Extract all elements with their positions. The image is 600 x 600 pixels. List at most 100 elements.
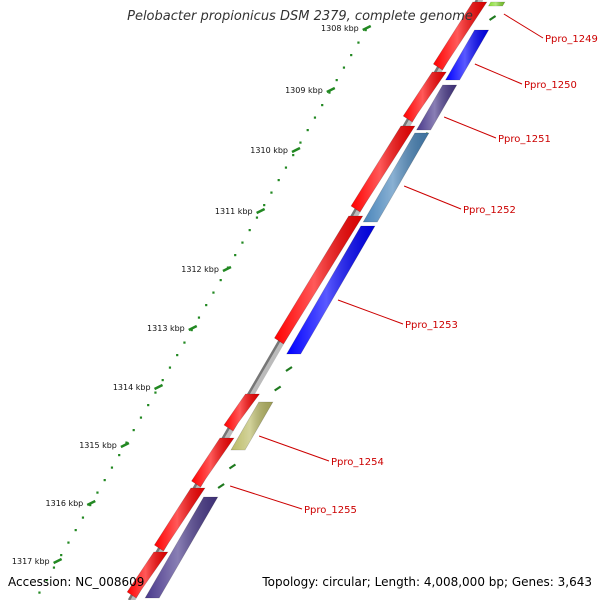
- ruler-dotted-line: [38, 29, 367, 594]
- gene-label: Ppro_1255: [304, 505, 357, 516]
- ruler-dot: [212, 291, 215, 294]
- ruler-dot: [357, 41, 360, 44]
- ruler-dot: [321, 104, 324, 107]
- gene-leader-line: [337, 299, 404, 325]
- gene-track: [144, 1, 506, 599]
- ruler-dot: [342, 66, 346, 69]
- ruler-dot: [263, 204, 266, 207]
- gene-label: Ppro_1252: [463, 205, 516, 216]
- ruler-dot: [292, 154, 295, 157]
- ruler-dot: [270, 191, 273, 194]
- gene-label: Ppro_1254: [331, 457, 384, 468]
- ruler-dot: [38, 591, 41, 594]
- ruler-tick-label: 1316 kbp: [46, 499, 84, 508]
- gene-block-ppro_1253-shine: [286, 226, 375, 354]
- ruler-dot: [110, 466, 114, 469]
- ruler-dot: [364, 29, 367, 32]
- ruler-dot: [190, 329, 193, 332]
- cds-forward-block-shine: [224, 394, 260, 431]
- ruler-dot: [313, 116, 317, 119]
- cds-forward-block-shine: [351, 126, 415, 212]
- gene-block-ppro_1251-shine: [416, 85, 457, 130]
- ruler-dot: [45, 579, 48, 582]
- gene-block-ppro_1254-shine: [231, 402, 273, 450]
- ruler-dot: [284, 166, 288, 169]
- gene-labels: Ppro_1249 Ppro_1250 Ppro_1251 Ppro_1252 Ppro…: [229, 13, 598, 516]
- ruler-tick: [153, 383, 164, 391]
- ruler-dot: [277, 179, 280, 182]
- ruler-ticks: 1308 kbp 1309 kbp 1310 kbp 1311 kbp 1312 kbp…: [12, 24, 372, 566]
- gene-leader-line: [503, 13, 544, 39]
- cds-forward-block-shine: [433, 2, 487, 70]
- gene-label: Ppro_1250: [524, 80, 577, 91]
- cds-forward-block-shine: [127, 552, 168, 598]
- gene-leader-line: [229, 485, 303, 510]
- gene-leader-line: [443, 116, 497, 139]
- ruler-dot: [161, 379, 164, 382]
- gene-block-ppro_1249-shine: [488, 2, 505, 6]
- gene-label: Ppro_1251: [498, 134, 551, 145]
- ruler-tick: [120, 441, 130, 449]
- ruler-dot: [154, 391, 157, 394]
- ruler-dot: [176, 354, 179, 357]
- strand-tick: [285, 366, 293, 372]
- ruler-dot: [197, 316, 201, 319]
- ruler-dot: [255, 216, 259, 219]
- ruler-dot: [299, 141, 302, 144]
- gene-leader-line: [474, 63, 523, 85]
- ruler-dot: [183, 341, 186, 344]
- ruler-dot: [52, 566, 56, 569]
- gene-block-ppro_1255-shine: [145, 497, 218, 598]
- ruler-dot: [219, 279, 222, 282]
- ruler-tick-label: 1313 kbp: [147, 324, 185, 333]
- ruler-tick-label: 1311 kbp: [215, 207, 253, 216]
- ruler-tick-label: 1310 kbp: [250, 146, 288, 155]
- ruler-dot: [60, 554, 63, 557]
- ruler-tick: [256, 207, 266, 215]
- strand-tick: [488, 15, 497, 21]
- ruler-dot: [139, 416, 143, 419]
- ruler-tick: [86, 499, 96, 507]
- ruler-tick: [53, 557, 63, 565]
- ruler-dot: [168, 366, 172, 369]
- ruler-dot: [350, 54, 353, 57]
- accession-label: Accession: NC_008609: [8, 575, 145, 589]
- ruler-tick-label: 1309 kbp: [285, 86, 323, 95]
- ruler-dot: [125, 441, 128, 444]
- cds-forward-block-shine: [154, 488, 205, 551]
- strand-tick: [217, 483, 225, 489]
- ruler-tick: [326, 86, 336, 94]
- ruler-dot: [74, 529, 77, 532]
- cds-forward-block-shine: [403, 72, 447, 122]
- ruler-dot: [248, 229, 251, 232]
- ruler-tick: [188, 324, 198, 332]
- gene-block-ppro_1250-shine: [445, 30, 489, 80]
- gene-label: Ppro_1253: [405, 320, 458, 331]
- ruler-dot: [306, 129, 309, 132]
- ruler-tick-label: 1308 kbp: [321, 24, 359, 33]
- cds-forward-block-shine: [191, 438, 234, 487]
- ruler-dot: [147, 404, 150, 407]
- ruler-tick: [222, 265, 232, 273]
- ruler-dot: [67, 541, 70, 544]
- ruler-dot: [89, 504, 92, 507]
- ruler-dot: [81, 516, 85, 519]
- gene-leader-line: [258, 435, 330, 462]
- forward-cds-track: [126, 1, 488, 599]
- ruler-tick: [291, 146, 301, 154]
- gene-leader-line: [403, 185, 462, 210]
- ruler-dot: [335, 79, 338, 82]
- ruler-tick-label: 1315 kbp: [79, 441, 117, 450]
- ruler-dot: [234, 254, 237, 257]
- gene-label: Ppro_1249: [545, 34, 598, 45]
- gene-block-ppro_1252-shine: [363, 133, 429, 222]
- genome-title: Pelobacter propionicus DSM 2379, complet…: [127, 9, 473, 24]
- ruler-tick-label: 1314 kbp: [113, 383, 151, 392]
- strand-tick: [274, 385, 282, 392]
- ruler-dot: [205, 304, 208, 307]
- ruler-tick-label: 1317 kbp: [12, 557, 50, 566]
- ruler-dot: [103, 479, 106, 482]
- ruler-dot: [328, 91, 331, 94]
- ruler-dot: [132, 429, 135, 432]
